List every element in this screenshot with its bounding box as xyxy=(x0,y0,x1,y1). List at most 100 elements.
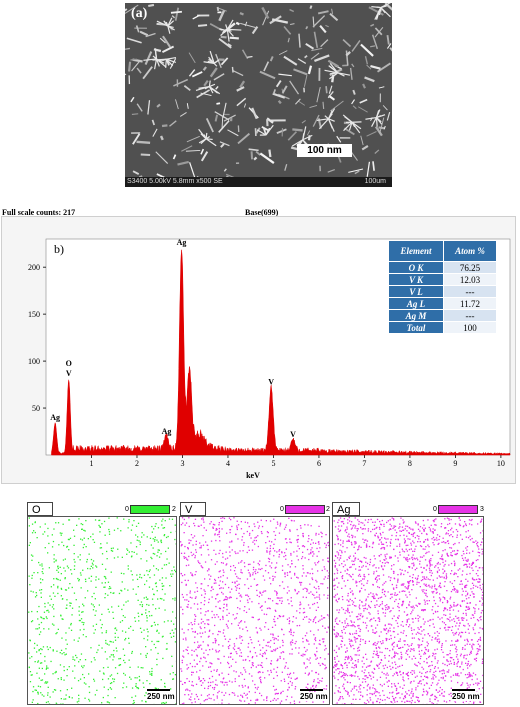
element-dot xyxy=(243,542,245,544)
element-dot xyxy=(110,571,112,573)
peak-label: V xyxy=(66,369,72,378)
element-dot xyxy=(274,615,276,618)
element-dot xyxy=(156,640,158,643)
element-dot xyxy=(201,583,203,585)
element-dot xyxy=(327,626,329,628)
element-dot xyxy=(263,613,265,615)
element-dot xyxy=(391,617,394,620)
element-dot xyxy=(47,701,49,703)
element-dot xyxy=(416,578,418,581)
element-dot xyxy=(194,630,196,633)
element-dot xyxy=(130,529,133,531)
element-dot xyxy=(378,655,380,657)
element-dot xyxy=(61,598,64,600)
element-dot xyxy=(357,650,359,652)
element-dot xyxy=(85,636,87,638)
element-dot xyxy=(324,627,326,629)
element-dot xyxy=(317,620,320,623)
element-dot xyxy=(165,536,168,539)
element-dot xyxy=(437,567,439,569)
element-dot xyxy=(219,580,221,582)
sem-nanorod xyxy=(378,86,385,89)
element-dot xyxy=(291,560,293,562)
element-dot xyxy=(391,686,393,688)
element-dot xyxy=(335,685,337,687)
element-dot xyxy=(366,676,368,679)
element-dot xyxy=(68,587,70,589)
element-dot xyxy=(336,551,338,553)
map-scale-bar-v xyxy=(300,689,323,691)
element-dot xyxy=(247,646,249,648)
element-dot xyxy=(333,573,336,575)
element-dot xyxy=(413,649,415,652)
element-dot xyxy=(124,661,126,664)
element-dot xyxy=(468,563,471,565)
element-dot xyxy=(202,641,204,643)
element-dot xyxy=(432,592,434,594)
element-dot xyxy=(416,675,418,677)
element-dot xyxy=(173,566,175,568)
element-dot xyxy=(88,553,90,555)
element-dot xyxy=(378,555,380,557)
element-dot xyxy=(368,604,370,607)
element-dot xyxy=(309,657,311,659)
element-dot xyxy=(43,618,45,620)
element-dot xyxy=(298,701,301,703)
element-dot xyxy=(93,680,96,682)
element-dot xyxy=(364,640,367,642)
element-dot xyxy=(427,519,429,521)
element-dot xyxy=(285,699,287,701)
element-dot xyxy=(307,540,309,543)
sem-nanorod xyxy=(223,114,236,122)
sem-nanorod xyxy=(213,73,225,81)
element-dot xyxy=(159,597,162,600)
element-dot xyxy=(288,622,290,625)
element-dot xyxy=(422,637,424,639)
element-dot xyxy=(233,517,235,519)
element-dot xyxy=(132,588,134,590)
x-tick-label: 8 xyxy=(408,459,412,468)
element-dot xyxy=(118,658,120,660)
element-dot xyxy=(347,655,350,658)
element-dot xyxy=(337,633,339,635)
element-dot xyxy=(134,620,137,622)
element-dot xyxy=(462,570,464,572)
element-dot xyxy=(47,667,49,669)
element-dot xyxy=(160,553,162,555)
element-dot xyxy=(328,615,329,617)
element-dot xyxy=(448,693,450,696)
element-dot xyxy=(187,559,189,561)
sem-nanorod xyxy=(330,100,344,112)
element-dot xyxy=(376,518,379,521)
element-dot xyxy=(242,628,244,630)
element-dot xyxy=(222,610,224,612)
element-dot xyxy=(322,625,324,627)
element-dot xyxy=(376,664,378,666)
element-dot xyxy=(123,573,125,575)
element-dot xyxy=(283,633,285,636)
element-dot xyxy=(190,551,192,554)
element-dot xyxy=(430,574,432,577)
element-dot xyxy=(239,578,241,580)
element-dot xyxy=(437,704,438,705)
element-dot xyxy=(386,681,388,683)
element-dot xyxy=(83,622,85,624)
element-dot xyxy=(373,571,375,573)
element-dot xyxy=(472,561,475,564)
element-dot xyxy=(457,617,460,619)
sem-cluster xyxy=(375,110,380,118)
element-dot xyxy=(54,672,56,674)
element-dot xyxy=(379,597,381,599)
element-dot xyxy=(281,639,284,642)
element-dot xyxy=(417,627,419,629)
element-dot xyxy=(374,632,376,634)
sem-image: (a) 100 nm S3400 5.00kV 5.8mm x500 SE 10… xyxy=(125,3,392,187)
element-dot xyxy=(374,620,377,622)
element-dot xyxy=(434,649,436,651)
element-dot xyxy=(450,676,452,678)
element-dot xyxy=(372,565,374,567)
element-dot xyxy=(310,687,312,689)
element-dot xyxy=(146,536,148,538)
element-dot xyxy=(393,646,395,648)
element-dot xyxy=(32,690,34,693)
